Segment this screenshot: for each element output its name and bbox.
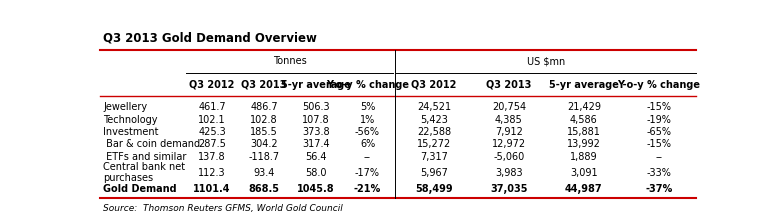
Text: 37,035: 37,035 (490, 184, 528, 194)
Text: 15,881: 15,881 (567, 127, 601, 137)
Text: 58.0: 58.0 (305, 168, 326, 178)
Text: Technology: Technology (103, 114, 158, 125)
Text: Q3 2013: Q3 2013 (241, 80, 287, 90)
Text: 22,588: 22,588 (416, 127, 451, 137)
Text: 7,317: 7,317 (420, 152, 448, 162)
Text: 3,983: 3,983 (495, 168, 523, 178)
Text: ETFs and similar: ETFs and similar (103, 152, 186, 162)
Text: --: -- (655, 152, 662, 162)
Text: 1101.4: 1101.4 (193, 184, 231, 194)
Text: -118.7: -118.7 (249, 152, 280, 162)
Text: 5-yr average: 5-yr average (280, 80, 350, 90)
Text: 21,429: 21,429 (567, 102, 601, 112)
Text: 112.3: 112.3 (198, 168, 226, 178)
Text: 12,972: 12,972 (492, 139, 526, 149)
Text: 4,385: 4,385 (495, 114, 523, 125)
Text: -15%: -15% (646, 139, 671, 149)
Text: 102.1: 102.1 (198, 114, 226, 125)
Text: 6%: 6% (360, 139, 375, 149)
Text: -17%: -17% (355, 168, 380, 178)
Text: -56%: -56% (355, 127, 380, 137)
Text: 13,992: 13,992 (567, 139, 601, 149)
Text: 102.8: 102.8 (250, 114, 277, 125)
Text: -33%: -33% (646, 168, 671, 178)
Text: Central bank net
purchases: Central bank net purchases (103, 162, 185, 183)
Text: 373.8: 373.8 (302, 127, 329, 137)
Text: Investment: Investment (103, 127, 159, 137)
Text: 137.8: 137.8 (198, 152, 226, 162)
Text: 3,091: 3,091 (570, 168, 598, 178)
Text: 1,889: 1,889 (570, 152, 598, 162)
Text: 20,754: 20,754 (492, 102, 526, 112)
Text: 58,499: 58,499 (415, 184, 453, 194)
Text: -19%: -19% (646, 114, 671, 125)
Text: 15,272: 15,272 (416, 139, 451, 149)
Text: 56.4: 56.4 (305, 152, 326, 162)
Text: 461.7: 461.7 (198, 102, 226, 112)
Text: Y-o-y % change: Y-o-y % change (617, 80, 700, 90)
Text: -65%: -65% (646, 127, 671, 137)
Text: 1045.8: 1045.8 (297, 184, 335, 194)
Text: 486.7: 486.7 (250, 102, 277, 112)
Text: 185.5: 185.5 (250, 127, 278, 137)
Text: Q3 2013 Gold Demand Overview: Q3 2013 Gold Demand Overview (103, 32, 317, 45)
Text: 5%: 5% (360, 102, 375, 112)
Text: 317.4: 317.4 (302, 139, 329, 149)
Text: 4,586: 4,586 (570, 114, 598, 125)
Text: --: -- (364, 152, 371, 162)
Text: -15%: -15% (646, 102, 671, 112)
Text: US $mn: US $mn (528, 56, 566, 66)
Text: 425.3: 425.3 (198, 127, 226, 137)
Text: Gold Demand: Gold Demand (103, 184, 177, 194)
Text: 304.2: 304.2 (250, 139, 277, 149)
Text: Jewellery: Jewellery (103, 102, 148, 112)
Text: 1%: 1% (360, 114, 375, 125)
Text: -37%: -37% (645, 184, 672, 194)
Text: 7,912: 7,912 (495, 127, 523, 137)
Text: 287.5: 287.5 (198, 139, 226, 149)
Text: 5,423: 5,423 (420, 114, 448, 125)
Text: 107.8: 107.8 (302, 114, 329, 125)
Text: 44,987: 44,987 (565, 184, 603, 194)
Text: Source:  Thomson Reuters GFMS, World Gold Council: Source: Thomson Reuters GFMS, World Gold… (103, 204, 343, 213)
Text: 5,967: 5,967 (420, 168, 448, 178)
Text: Tonnes: Tonnes (273, 56, 307, 66)
Text: Q3 2012: Q3 2012 (411, 80, 457, 90)
Text: 506.3: 506.3 (302, 102, 329, 112)
Text: 5-yr average: 5-yr average (549, 80, 618, 90)
Text: Y-o-y % change: Y-o-y % change (326, 80, 409, 90)
Text: 93.4: 93.4 (253, 168, 274, 178)
Text: -21%: -21% (354, 184, 382, 194)
Text: Q3 2012: Q3 2012 (190, 80, 235, 90)
Text: 868.5: 868.5 (249, 184, 280, 194)
Text: -5,060: -5,060 (493, 152, 524, 162)
Text: Bar & coin demand: Bar & coin demand (103, 139, 200, 149)
Text: 24,521: 24,521 (416, 102, 451, 112)
Text: Q3 2013: Q3 2013 (486, 80, 531, 90)
